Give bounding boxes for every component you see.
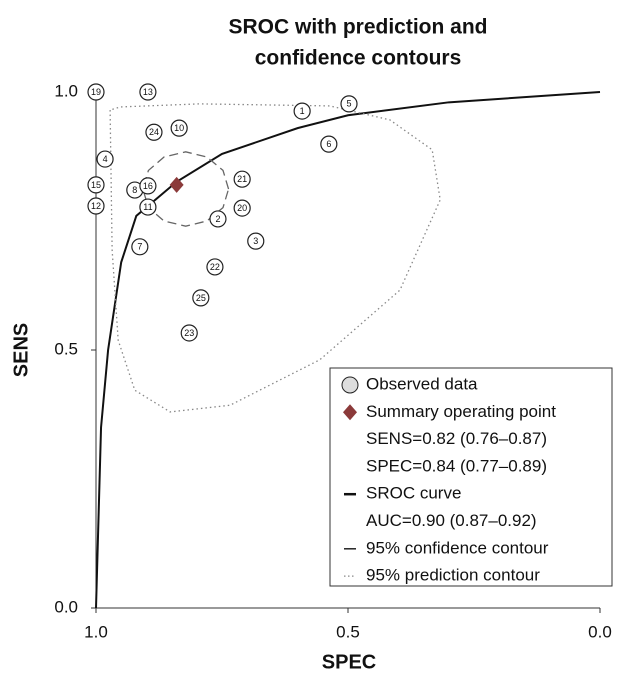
study-point <box>131 238 149 256</box>
study-label: 15 <box>91 180 101 190</box>
x-axis-label: SPEC <box>322 651 376 673</box>
study-point <box>170 119 188 137</box>
legend-symbol <box>343 404 357 421</box>
study-point <box>139 83 157 101</box>
study-label: 3 <box>253 236 258 246</box>
study-point <box>209 210 227 228</box>
study-point <box>87 176 105 194</box>
study-point <box>206 258 224 276</box>
study-label: 25 <box>196 293 206 303</box>
legend-note: SENS=0.82 (0.76–0.87) <box>366 429 547 448</box>
legend-label: Summary operating point <box>366 402 556 421</box>
x-tick-label: 0.0 <box>588 622 612 641</box>
study-label: 1 <box>300 106 305 116</box>
y-tick-label: 0.5 <box>54 339 78 358</box>
study-point <box>145 123 163 141</box>
study-label: 5 <box>347 99 352 109</box>
study-label: 21 <box>237 174 247 184</box>
x-tick-label: 1.0 <box>84 622 108 641</box>
study-point <box>96 150 114 168</box>
prediction-contour <box>109 103 441 413</box>
study-label: 8 <box>132 185 137 195</box>
legend-label: SROC curve <box>366 484 461 503</box>
study-label: 7 <box>137 242 142 252</box>
legend-note: SPEC=0.84 (0.77–0.89) <box>366 456 547 475</box>
study-point <box>192 289 210 307</box>
x-tick-label: 0.5 <box>336 622 360 641</box>
study-point <box>87 83 105 101</box>
study-label: 6 <box>326 139 331 149</box>
study-point <box>139 198 157 216</box>
study-point <box>180 324 198 342</box>
legend-label: 95% confidence contour <box>366 538 549 557</box>
legend-label: 95% prediction contour <box>366 566 540 585</box>
study-label: 4 <box>103 154 108 164</box>
study-point <box>87 197 105 215</box>
study-label: 20 <box>237 203 247 213</box>
study-point <box>233 170 251 188</box>
legend-box <box>329 367 613 587</box>
y-tick-label: 0.0 <box>54 597 78 616</box>
study-point <box>139 177 157 195</box>
chart-title: SROC with prediction and <box>228 16 487 39</box>
study-label: 24 <box>149 127 159 137</box>
study-label: 13 <box>143 87 153 97</box>
chart-subtitle: confidence contours <box>255 47 462 70</box>
y-axis-label: SENS <box>10 323 32 377</box>
study-point <box>247 232 265 250</box>
study-point <box>233 199 251 217</box>
summary-point <box>169 176 184 193</box>
study-label: 10 <box>174 123 184 133</box>
legend-label: Observed data <box>366 374 478 393</box>
study-point <box>340 95 358 113</box>
study-point <box>320 135 338 153</box>
y-tick-label: 1.0 <box>54 81 78 100</box>
study-label: 2 <box>215 214 220 224</box>
legend-symbol <box>341 376 359 394</box>
study-label: 23 <box>184 328 194 338</box>
study-label: 22 <box>210 262 220 272</box>
study-point <box>293 102 311 120</box>
study-label: 16 <box>143 181 153 191</box>
study-label: 11 <box>143 202 152 212</box>
study-label: 19 <box>91 87 101 97</box>
legend-note: AUC=0.90 (0.87–0.92) <box>366 511 537 530</box>
study-label: 12 <box>91 201 101 211</box>
